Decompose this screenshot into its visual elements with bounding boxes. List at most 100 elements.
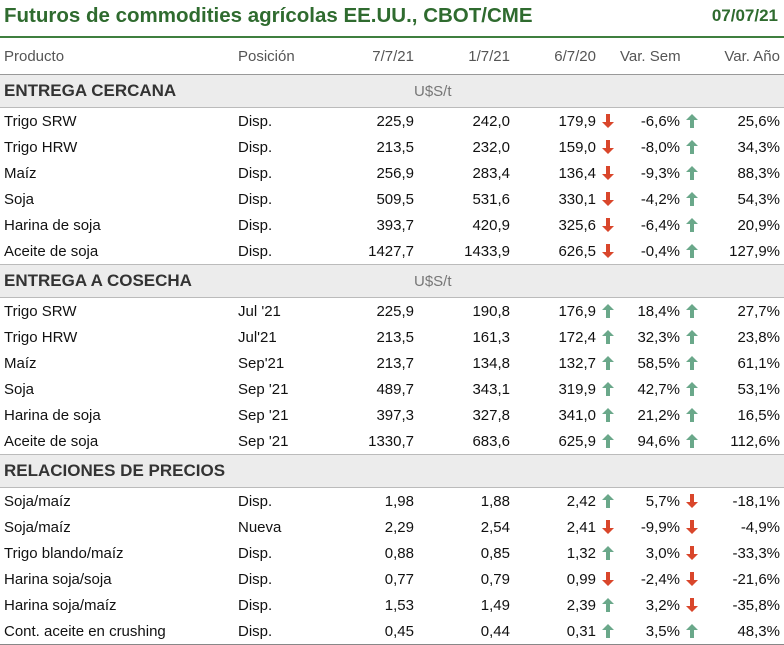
table-row: Maíz Disp. 256,9 283,4 136,4 -9,3% 88,3% (0, 160, 784, 186)
cell-date-3: 0,99 (566, 570, 596, 588)
cell-var-anio: 25,6% (737, 112, 780, 130)
cell-date-2: 190,8 (472, 302, 510, 320)
cell-var-anio: -4,9% (740, 518, 780, 536)
arrow-down-icon (602, 519, 614, 534)
cell-var-sem: -6,4% (640, 216, 680, 234)
cell-posicion: Sep '21 (238, 406, 289, 424)
arrow-up-icon (686, 381, 698, 396)
cell-var-sem: 3,5% (620, 618, 680, 645)
arrow-down-icon (686, 597, 698, 612)
cell-date-3: 132,7 (558, 354, 596, 372)
cell-var-anio: 20,9% (737, 216, 780, 234)
cell-posicion: Sep '21 (238, 380, 289, 398)
cell-posicion: Disp. (238, 164, 273, 182)
cell-date-1: 213,7 (376, 354, 414, 372)
cell-date-1: 1330,7 (368, 432, 414, 450)
arrow-down-icon (602, 191, 614, 206)
arrow-up-icon (686, 165, 698, 180)
cell-posicion: Jul'21 (238, 328, 277, 346)
cell-date-2: 0,79 (480, 570, 510, 588)
cell-icon-anio (680, 514, 704, 540)
cell-posicion: Disp. (238, 216, 273, 234)
cell-date-3: 172,4 (558, 328, 596, 346)
cell-producto: Soja (4, 380, 35, 398)
cell-date-2: 1,49 (480, 596, 510, 614)
table-row: Trigo SRW Disp. 225,9 242,0 179,9 -6,6% 25,6% (0, 108, 784, 135)
cell-date-3: 136,4 (558, 164, 596, 182)
col-date-3: 6/7/20 (510, 38, 596, 75)
cell-icon-sem (596, 618, 620, 645)
cell-date-3: 330,1 (558, 190, 596, 208)
arrow-up-icon (602, 355, 614, 370)
arrow-up-icon (686, 243, 698, 258)
table-row: Harina de soja Sep '21 397,3 327,8 341,0 21,2… (0, 402, 784, 428)
cell-var-anio: 54,3% (737, 190, 780, 208)
cell-posicion: Sep'21 (238, 354, 285, 372)
arrow-up-icon (686, 407, 698, 422)
cell-posicion: Sep '21 (238, 432, 289, 450)
cell-var-anio: -35,8% (732, 596, 780, 614)
cell-date-1: 225,9 (376, 112, 414, 130)
cell-icon-sem (596, 592, 620, 618)
cell-var-sem: 42,7% (637, 380, 680, 398)
cell-producto: Aceite de soja (4, 242, 99, 260)
cell-var-sem: -8,0% (640, 138, 680, 156)
arrow-up-icon (686, 303, 698, 318)
cell-date-2: 1,88 (480, 492, 510, 510)
cell-date-1: 489,7 (376, 380, 414, 398)
table-row: Trigo HRW Disp. 213,5 232,0 159,0 -8,0% 34,3% (0, 134, 784, 160)
cell-var-anio: -33,3% (732, 544, 780, 562)
cell-var-anio: 48,3% (704, 618, 784, 645)
cell-var-anio: 88,3% (737, 164, 780, 182)
arrow-down-icon (602, 165, 614, 180)
cell-icon-sem (596, 212, 620, 238)
arrow-up-icon (686, 355, 698, 370)
cell-var-sem: -9,9% (640, 518, 680, 536)
arrow-up-icon (602, 493, 614, 508)
arrow-up-icon (686, 191, 698, 206)
cell-var-sem: 32,3% (637, 328, 680, 346)
cell-posicion: Disp. (238, 242, 273, 260)
cell-producto: Soja (4, 190, 35, 208)
section-header: RELACIONES DE PRECIOS (0, 454, 784, 488)
cell-date-2: 0,44 (414, 618, 510, 645)
cell-date-2: 327,8 (472, 406, 510, 424)
cell-posicion: Disp. (238, 596, 273, 614)
cell-posicion: Disp. (238, 570, 273, 588)
cell-date-2: 161,3 (472, 328, 510, 346)
cell-var-anio: 127,9% (729, 242, 780, 260)
arrow-up-icon (686, 113, 698, 128)
cell-date-3: 625,9 (558, 432, 596, 450)
arrow-down-icon (602, 113, 614, 128)
cell-var-anio: 61,1% (737, 354, 780, 372)
cell-producto: Aceite de soja (4, 432, 99, 450)
cell-icon-anio (680, 402, 704, 428)
section-label: ENTREGA A COSECHA (0, 264, 414, 298)
arrow-up-icon (686, 217, 698, 232)
cell-icon-anio (680, 108, 704, 135)
cell-icon-sem (596, 566, 620, 592)
cell-producto: Trigo blando/maíz (4, 544, 124, 562)
cell-var-anio: -21,6% (732, 570, 780, 588)
arrow-up-icon (602, 381, 614, 396)
section-unit: U$S/t (414, 264, 784, 298)
cell-icon-anio (680, 212, 704, 238)
cell-producto: Trigo HRW (4, 328, 78, 346)
col-var-anio: Var. Año (704, 38, 784, 75)
section-label: RELACIONES DE PRECIOS (0, 454, 414, 488)
arrow-up-icon (686, 623, 698, 638)
cell-icon-anio (680, 488, 704, 515)
cell-var-sem: -0,4% (640, 242, 680, 260)
cell-icon-sem (596, 488, 620, 515)
cell-var-anio: 27,7% (737, 302, 780, 320)
cell-date-3: 325,6 (558, 216, 596, 234)
cell-date-2: 343,1 (472, 380, 510, 398)
cell-var-anio: 16,5% (737, 406, 780, 424)
col-var-sem: Var. Sem. (620, 38, 680, 75)
cell-icon-sem (596, 160, 620, 186)
cell-date-1: 0,77 (384, 570, 414, 588)
cell-date-3: 159,0 (558, 138, 596, 156)
arrow-down-icon (602, 243, 614, 258)
cell-posicion: Disp. (238, 492, 273, 510)
arrow-down-icon (602, 139, 614, 154)
